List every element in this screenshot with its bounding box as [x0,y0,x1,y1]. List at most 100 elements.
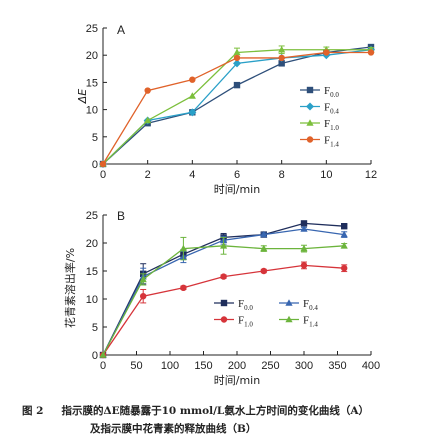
x-tick-label: 10 [320,169,332,181]
legend-label: F0.0 [324,85,339,99]
data-point [99,160,107,168]
x-tick-label: 0 [100,360,106,372]
legend-label-subscript: 0.0 [244,304,253,312]
legend-swatch-marker [220,299,228,307]
legend-entry: F1.0 [214,315,253,329]
data-point [260,244,268,252]
legend-label: F1.4 [303,315,318,329]
x-tick-label: 4 [189,169,195,181]
legend-label-subscript: 0.4 [309,304,318,312]
y-tick-label: 15 [86,266,98,278]
data-point [300,225,308,232]
y-axis-title: ΔE [76,89,89,105]
x-tick-label: 8 [279,169,285,181]
data-point [367,49,375,56]
x-tick-label: 200 [228,360,246,372]
legend-entry: F1.0 [300,118,339,132]
x-tick-label: 400 [362,360,380,372]
legend-label: F1.4 [324,135,339,149]
y-tick-label: 0 [92,159,98,171]
data-point [323,49,330,56]
data-point [99,351,107,358]
data-point [144,116,152,124]
legend-swatch-marker [306,136,314,143]
legend-label: F0.4 [324,102,339,116]
y-axis-title: 花青素溶出率/% [63,248,77,328]
y-tick-label: 10 [86,294,98,306]
x-tick-label: 300 [295,360,313,372]
panel-label: A [117,23,125,37]
series-f1-4 [99,236,348,358]
x-axis-title: 时间/min [214,183,260,196]
legend-label-subscript: 1.0 [244,321,253,329]
caption-text-1: 指示膜的ΔE随暴露于10 mmol/L氨水上方时间的变化曲线（A） [61,405,369,417]
legend-label: F1.0 [238,315,253,329]
data-point [340,242,348,249]
data-point [188,92,196,99]
data-point [278,60,285,67]
legend-label-subscript: 1.4 [330,141,339,149]
legend-swatch-marker [306,86,314,94]
y-tick-label: 5 [92,322,98,334]
data-point [278,54,285,62]
panel-label: B [117,209,125,223]
legend-label: F0.0 [238,298,253,312]
y-tick-label: 15 [86,77,98,89]
x-tick-label: 250 [261,360,279,372]
data-point [233,48,241,56]
data-point [341,223,348,230]
caption-line-1: 图 2 指示膜的ΔE随暴露于10 mmol/L氨水上方时间的变化曲线（A） [0,402,446,420]
legend-label: F0.4 [303,298,318,312]
figure-caption: 图 2 指示膜的ΔE随暴露于10 mmol/L氨水上方时间的变化曲线（A） 及指示… [0,402,446,438]
y-tick-label: 25 [86,210,98,222]
x-tick-label: 2 [145,169,151,181]
data-point [233,59,241,68]
y-tick-label: 20 [86,238,98,250]
chart-panel-a: 0 2 4 6 8 10 12 0 5 10 15 20 25 A 时间/min ΔE F0.0 F0.4 F1.0… [76,23,377,196]
x-tick-label: 150 [194,360,212,372]
data-point [300,220,308,227]
x-tick-label: 350 [328,360,346,372]
x-tick-label: 50 [130,360,142,372]
series-f1-4 [99,49,375,168]
legend-swatch-marker [306,102,314,111]
y-tick-label: 20 [86,50,98,62]
data-point [189,76,196,83]
y-tick-label: 0 [92,350,98,362]
caption-text-2: 及指示膜中花青素的释放曲线（B） [90,423,257,435]
legend-entry: F0.0 [214,298,253,312]
legend-label-subscript: 0.4 [330,108,339,116]
y-tick-label: 25 [86,23,98,35]
data-point [260,267,267,275]
data-point [260,230,268,238]
data-point [233,81,241,89]
data-point [144,87,151,94]
chart-panel-b: 0 50 100 150 200 250 300 350 400 0 5 10 15 20 25 B 时间/mi… [63,209,380,387]
data-point [300,244,308,252]
data-point [278,45,286,53]
legend-entry: F0.4 [279,298,318,312]
data-point [188,108,197,117]
x-tick-label: 6 [234,169,240,181]
caption-line-2: 及指示膜中花青素的释放曲线（B） [0,420,446,438]
data-point [220,273,227,280]
data-point [233,54,241,62]
legend-swatch-marker [306,119,314,126]
legend-swatch-marker [285,315,293,323]
caption-figure-number: 图 2 [22,405,44,417]
x-tick-label: 100 [161,360,179,372]
legend-label: F1.0 [324,118,339,132]
legend-entry: F0.4 [300,102,339,116]
legend-swatch-marker [285,299,293,306]
legend-label-subscript: 0.0 [330,91,339,99]
legend-label-subscript: 1.0 [330,124,339,132]
legend-label-subscript: 1.4 [309,321,318,329]
data-point [180,284,187,291]
y-tick-label: 10 [86,105,98,117]
data-point [340,230,348,238]
data-point [140,293,147,300]
legend-swatch-marker [220,316,228,323]
legend-entry: F1.4 [300,135,339,149]
figure-canvas: 0 2 4 6 8 10 12 0 5 10 15 20 25 A 时间/min ΔE F0.0 F0.4 F1.0… [63,23,380,387]
x-tick-label: 0 [100,169,106,181]
